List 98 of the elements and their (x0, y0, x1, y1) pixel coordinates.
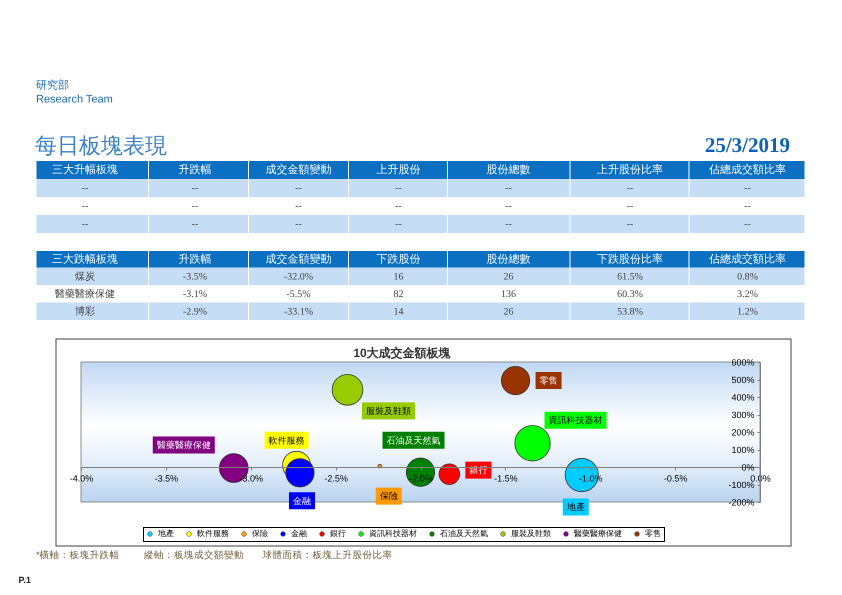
category-label: 升跌幅 (178, 163, 212, 176)
text: 博彩 (75, 306, 95, 318)
text: 醫藥醫療保健 (55, 288, 115, 300)
y-tick-label: 300% (731, 410, 754, 420)
legend-label: 保險 (252, 529, 268, 538)
text: 球體面積：板塊上升股份比率 (262, 549, 392, 561)
category-label: 佔總成交額比率 (708, 163, 786, 176)
text: 煤炭 (75, 271, 95, 282)
x-tick-label: -1.5% (494, 474, 518, 484)
text: 資訊科技器材 (548, 415, 603, 426)
text: -- (82, 201, 88, 212)
text: -- (295, 219, 302, 230)
y-tick-label: 0% (741, 462, 754, 472)
text: -- (505, 219, 512, 230)
text: 零售 (540, 376, 558, 386)
legend-label: 醫藥醫療保健 (574, 529, 622, 538)
category-label: 升跌幅 (178, 252, 212, 266)
text: 石油及天然氣 (386, 435, 440, 446)
text: 保險 (380, 491, 398, 502)
text: -- (744, 201, 751, 212)
x-tick-label: -0.5% (664, 474, 688, 484)
x-tick-label: -3.5% (154, 474, 178, 484)
text: 25/3/2019 (704, 133, 790, 157)
text: P.1 (18, 575, 31, 585)
text: -- (295, 201, 302, 212)
x-tick-label: -2.0% (409, 474, 433, 484)
category-label: 股份總數 (486, 164, 530, 176)
text: 1.2% (737, 306, 758, 318)
text: 每日板塊表現 (35, 133, 167, 158)
text: -- (505, 183, 512, 194)
text: -- (505, 201, 512, 212)
text: 26 (504, 306, 514, 318)
category-label: 下跌股份比率 (597, 252, 663, 266)
text: -- (395, 219, 402, 230)
text: -32.0% (284, 271, 314, 282)
text: -5.5% (286, 288, 311, 300)
text: -2.9% (182, 306, 208, 318)
legend-label: 石油及天然氣 (440, 529, 488, 538)
text: Research Team (36, 94, 113, 106)
text: -- (395, 201, 402, 212)
text: 軟件服務 (268, 435, 305, 446)
text: 服裝及鞋類 (366, 406, 412, 416)
category-label: 下跌股份 (376, 253, 420, 266)
text: 82 (394, 288, 404, 300)
text: -- (295, 183, 302, 194)
text: -3.1% (182, 288, 208, 300)
text: -- (626, 219, 634, 230)
text: -- (192, 183, 198, 194)
text: 16 (394, 271, 404, 282)
legend-label: 零售 (645, 529, 661, 538)
legend-label: 資訊科技器材 (369, 529, 417, 538)
text: 醫藥醫療保健 (156, 440, 211, 450)
text: -- (395, 183, 402, 194)
category-label: 上升股份比率 (597, 163, 663, 176)
text: 3.2% (737, 288, 758, 300)
legend-label: 地產 (157, 529, 174, 538)
text: -- (744, 183, 751, 194)
legend-label: 銀行 (330, 529, 346, 538)
y-tick-label: 200% (731, 428, 754, 438)
x-tick-label: -4.0% (70, 474, 94, 484)
text: 縱軸：板塊成交額變動 (143, 549, 244, 561)
category-label: 佔總成交額比率 (708, 252, 786, 266)
chart-title: 10大成交金額板塊 (353, 346, 452, 360)
y-tick-label: -200% (728, 498, 754, 508)
text: -3.5% (182, 271, 208, 282)
text: 26 (504, 271, 514, 282)
category-label: 成交金額變動 (266, 163, 332, 176)
text: *橫軸：板塊升跌幅 (36, 549, 120, 561)
text: 60.3% (617, 288, 643, 300)
y-tick-label: 500% (731, 375, 754, 385)
x-tick-label: -2.5% (324, 474, 348, 484)
text: -- (82, 219, 88, 230)
text: 136 (501, 288, 516, 300)
category-label: 三大跌幅板塊 (52, 252, 118, 266)
text: -- (626, 183, 634, 194)
text: -- (82, 183, 88, 194)
text: 0.8% (737, 271, 758, 282)
text: 地產 (566, 502, 585, 512)
text: 14 (394, 306, 404, 318)
y-tick-label: 600% (731, 358, 754, 368)
y-tick-label: 400% (731, 392, 754, 402)
legend-label: 軟件服務 (197, 529, 229, 538)
text: -33.1% (284, 306, 314, 318)
text: 金融 (292, 496, 311, 506)
category-label: 上升股份 (376, 163, 420, 176)
text: 61.5% (617, 271, 643, 282)
text: -- (626, 201, 634, 212)
category-label: 股份總數 (486, 253, 530, 266)
legend-label: 金融 (291, 529, 307, 538)
text: -- (744, 219, 751, 230)
text: 研究部 (36, 78, 69, 92)
legend-label: 服裝及鞋類 (511, 529, 551, 538)
category-label: 成交金額變動 (266, 252, 332, 266)
text: 53.8% (617, 306, 643, 318)
text: -- (192, 219, 198, 230)
text: -- (192, 201, 198, 212)
category-label: 三大升幅板塊 (52, 163, 118, 176)
y-tick-label: 100% (731, 445, 754, 455)
